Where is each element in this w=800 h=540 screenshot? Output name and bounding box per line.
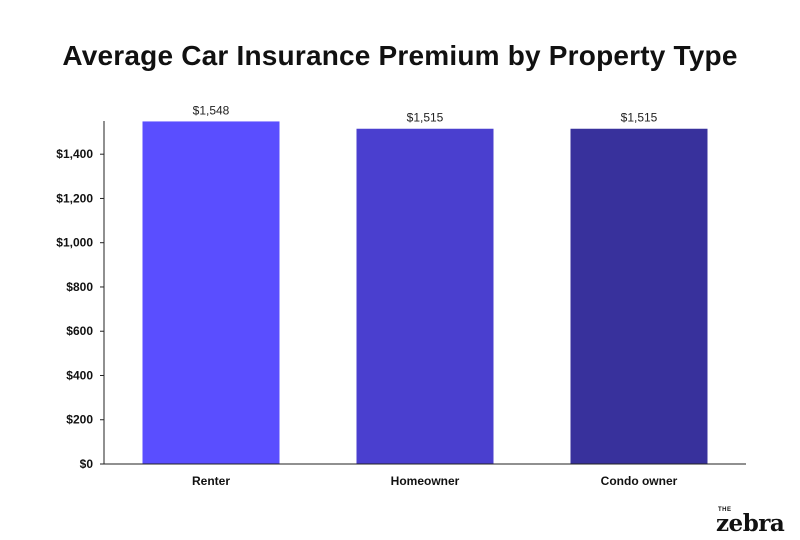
- bar-value-label: $1,515: [407, 111, 444, 125]
- bar-value-label: $1,548: [193, 103, 230, 117]
- bars: $1,548 $1,515 $1,515: [142, 103, 708, 465]
- y-axis: $0 $200 $400 $600 $800 $1,000 $1,200 $1,400: [56, 147, 104, 471]
- y-tick-label: $400: [66, 368, 93, 382]
- bar-condo-owner: [570, 128, 708, 464]
- bar-renter: [142, 121, 280, 465]
- bar-value-label: $1,515: [621, 111, 658, 125]
- y-tick-label: $1,200: [56, 191, 93, 205]
- y-tick-label: $600: [66, 324, 93, 338]
- y-tick-label: $0: [80, 457, 94, 471]
- x-category-label: Homeowner: [391, 474, 460, 488]
- x-axis: Renter Homeowner Condo owner: [192, 474, 678, 488]
- y-tick-label: $800: [66, 280, 93, 294]
- chart-title: Average Car Insurance Premium by Propert…: [62, 40, 738, 71]
- bar-homeowner: [356, 128, 494, 464]
- logo-the-text: THE: [718, 507, 732, 513]
- x-category-label: Condo owner: [601, 474, 678, 488]
- y-tick-label: $200: [66, 413, 93, 427]
- y-tick-label: $1,000: [56, 236, 93, 250]
- zebra-logo: THE zebra: [714, 506, 794, 537]
- y-tick-label: $1,400: [56, 147, 93, 161]
- x-category-label: Renter: [192, 474, 230, 488]
- logo-wordmark: zebra: [716, 510, 785, 537]
